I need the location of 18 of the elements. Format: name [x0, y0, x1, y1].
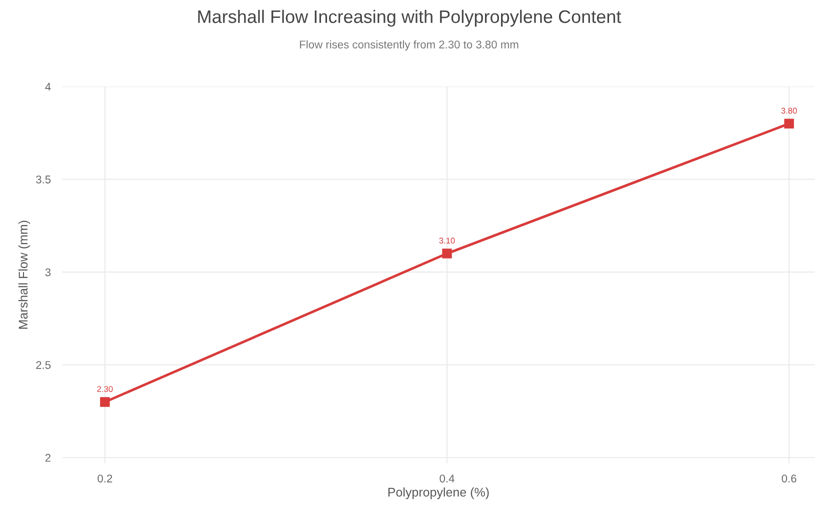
chart-title: Marshall Flow Increasing with Polypropylene Content [198, 10, 622, 27]
point [784, 118, 794, 128]
y-tick-label: 3.5 [36, 176, 51, 184]
y-tick-label: 3 [45, 268, 51, 276]
chart-subtitle: Flow rises consistently from 2.30 to 3.80 mm [300, 40, 518, 51]
y-tick-label: 2.5 [36, 361, 51, 369]
x-tick-label: 0.2 [98, 474, 112, 482]
point [100, 397, 110, 407]
data-label: 3.80 [781, 108, 797, 114]
y-tick-label: 4 [45, 82, 51, 91]
x-axis-title: Polypropylene (%) [388, 487, 489, 500]
data-label: 2.30 [97, 386, 113, 392]
y-axis-title: Marshall Flow (mm) [18, 220, 30, 329]
data-label: 3.10 [439, 238, 455, 244]
x-tick-label: 0.6 [782, 474, 796, 482]
point [442, 248, 452, 258]
x-tick-label: 0.4 [440, 474, 454, 482]
y-tick-label: 2 [45, 454, 50, 462]
